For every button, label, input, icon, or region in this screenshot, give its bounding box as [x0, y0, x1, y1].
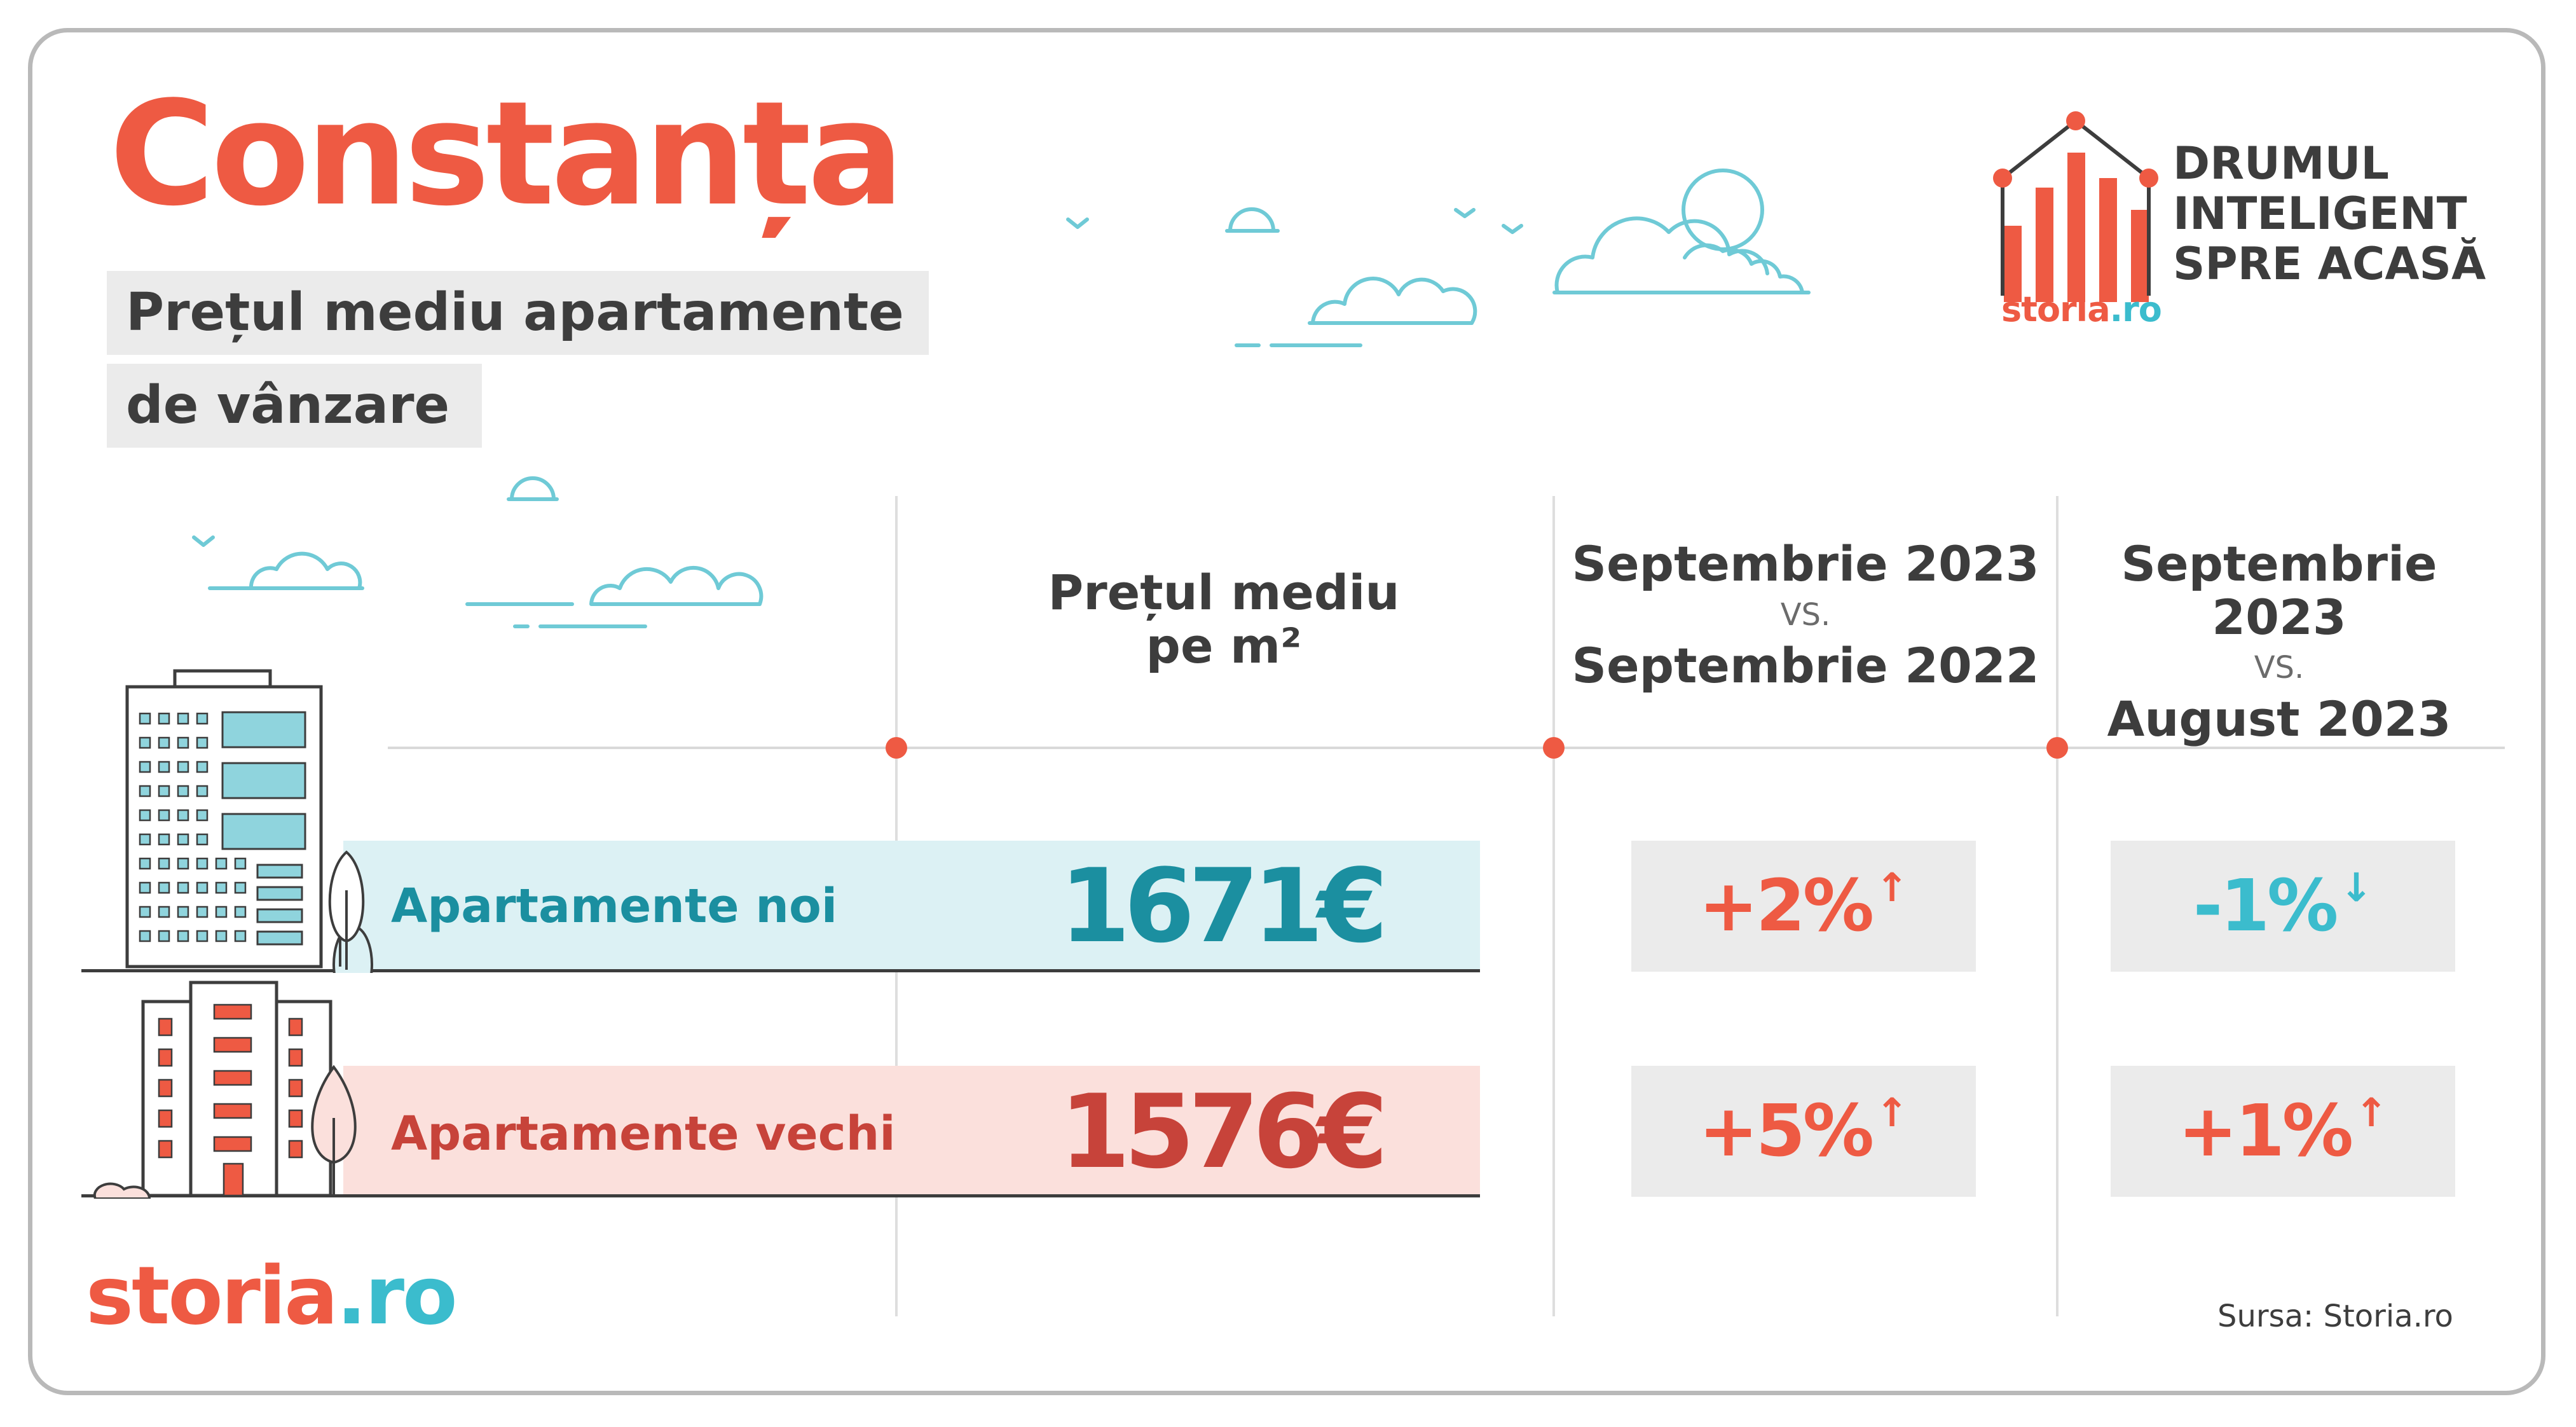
new-building-illustration [125, 669, 373, 973]
row-band-old [343, 1066, 1480, 1197]
yoy-header-top: Septembrie 2023 [1572, 535, 2039, 592]
mom-header-top: Septembrie 2023 [2121, 535, 2437, 645]
yoy-change-new: +2% ↑ [1631, 841, 1976, 972]
column-divider-3 [2056, 496, 2059, 1316]
row-label-new: Apartamente noi [391, 879, 838, 934]
logo-part-2: .ro [336, 1249, 458, 1342]
price-value-old: 1576€ [1059, 1072, 1388, 1191]
subtitle-text-2: de vânzare [126, 375, 450, 436]
subtitle-line-2: de vânzare [107, 364, 482, 448]
price-value-new: 1671€ [1059, 846, 1388, 965]
row-label-old: Apartamente vechi [391, 1106, 896, 1161]
brand-slogan: DRUMUL INTELIGENT SPRE ACASĂ [2173, 137, 2486, 291]
arrow-up-icon: ↑ [2355, 1089, 2388, 1136]
arrow-up-icon: ↑ [1875, 864, 1908, 911]
header-divider [388, 747, 2505, 749]
source-note: Sursa: Storia.ro [2217, 1299, 2453, 1334]
subtitle-text-1: Prețul mediu apartamente [126, 282, 904, 343]
ground-line-old [81, 1194, 1480, 1197]
divider-dot-2 [1543, 737, 1565, 759]
yoy-value-old: +5% [1699, 1090, 1874, 1173]
column-divider-2 [1552, 496, 1555, 1316]
mom-change-old: +1% ↑ [2111, 1066, 2455, 1197]
divider-dot-1 [886, 737, 907, 759]
price-header-line-2: pe m² [1146, 617, 1302, 674]
clouds-illustration [192, 169, 1811, 628]
price-column-header: Prețul mediu pe m² [966, 566, 1481, 672]
mom-change-new: -1% ↓ [2111, 841, 2455, 972]
logo-part-1: storia [86, 1249, 338, 1342]
tree-illustration [311, 1065, 357, 1196]
divider-dot-3 [2046, 737, 2068, 759]
mom-column-header: Septembrie 2023 VS. August 2023 [2066, 537, 2492, 746]
arrow-down-icon: ↓ [2340, 864, 2373, 911]
mom-header-vs: VS. [2254, 650, 2305, 686]
page-title: Constanța [109, 71, 905, 238]
price-header-line-1: Prețul mediu [1048, 564, 1400, 621]
subtitle-line-1: Prețul mediu apartamente [107, 271, 929, 355]
yoy-column-header: Septembrie 2023 VS. Septembrie 2022 [1564, 537, 2047, 693]
brand-logo-small[interactable]: storia.ro [2001, 289, 2162, 329]
logo-small-part-1: storia [2001, 289, 2111, 329]
arrow-up-icon: ↑ [1875, 1089, 1908, 1136]
mom-value-old: +1% [2178, 1090, 2353, 1173]
yoy-change-old: +5% ↑ [1631, 1066, 1976, 1197]
house-chart-logo-icon [1993, 111, 2158, 302]
slogan-line-1: DRUMUL [2173, 137, 2389, 190]
logo-small-part-2: .ro [2109, 289, 2162, 329]
old-building-illustration [93, 981, 332, 1199]
tree-illustration [328, 850, 365, 970]
mom-header-bottom: August 2023 [2107, 690, 2451, 747]
yoy-header-vs: VS. [1780, 596, 1831, 633]
row-band-new [343, 841, 1480, 972]
ground-line-new [81, 969, 1480, 972]
mom-value-new: -1% [2193, 865, 2339, 948]
slogan-line-3: SPRE ACASĂ [2173, 238, 2486, 291]
brand-logo[interactable]: storia.ro [86, 1256, 458, 1336]
yoy-header-bottom: Septembrie 2022 [1572, 637, 2039, 694]
slogan-line-2: INTELIGENT [2173, 188, 2467, 240]
yoy-value-new: +2% [1699, 865, 1874, 948]
